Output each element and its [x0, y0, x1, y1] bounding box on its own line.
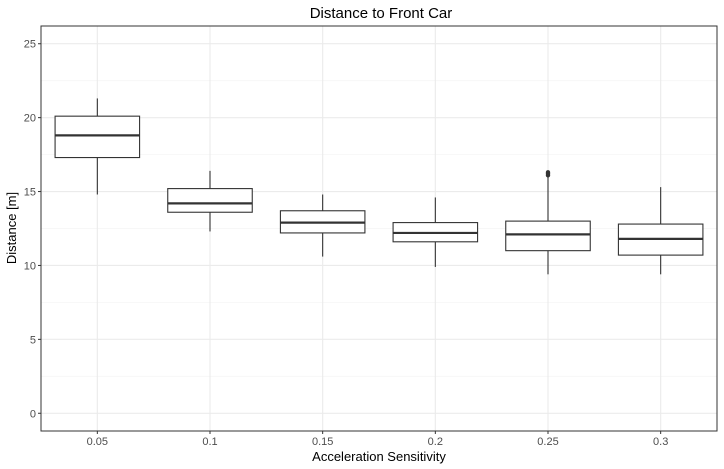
y-axis-label: Distance [m] [4, 192, 19, 264]
box-0.3 [617, 187, 704, 275]
x-tick-label: 0.3 [653, 436, 668, 448]
box-iqr [505, 220, 591, 252]
y-tick-label: 25 [24, 39, 36, 51]
x-tick-label: 0.15 [312, 436, 333, 448]
x-tick-label: 0.2 [428, 436, 443, 448]
box-0.2 [392, 197, 479, 267]
x-tick-label: 0.05 [87, 436, 108, 448]
box-0.1 [167, 170, 253, 232]
panel-border [40, 25, 718, 432]
boxes [54, 98, 704, 275]
y-tick-label: 0 [30, 408, 36, 420]
x-tick-label: 0.1 [202, 436, 217, 448]
box-0.05 [54, 98, 141, 195]
y-axis-ticks: 0 5 10 15 20 25 [24, 39, 41, 420]
x-axis-label: Acceleration Sensitivity [312, 449, 446, 464]
box-0.25 [505, 170, 591, 275]
chart-title: Distance to Front Car [310, 5, 453, 22]
box-iqr [54, 115, 141, 159]
y-tick-label: 15 [24, 187, 36, 199]
x-axis-ticks: 0.05 0.1 0.15 0.2 0.25 0.3 [87, 431, 668, 448]
y-tick-label: 5 [30, 334, 36, 346]
y-tick-label: 10 [24, 260, 36, 272]
box-iqr [167, 188, 253, 213]
outlier-point [545, 170, 551, 175]
box-0.15 [279, 194, 366, 257]
x-tick-label: 0.25 [537, 436, 558, 448]
y-tick-label: 20 [24, 113, 36, 125]
grid-lines [41, 26, 717, 431]
